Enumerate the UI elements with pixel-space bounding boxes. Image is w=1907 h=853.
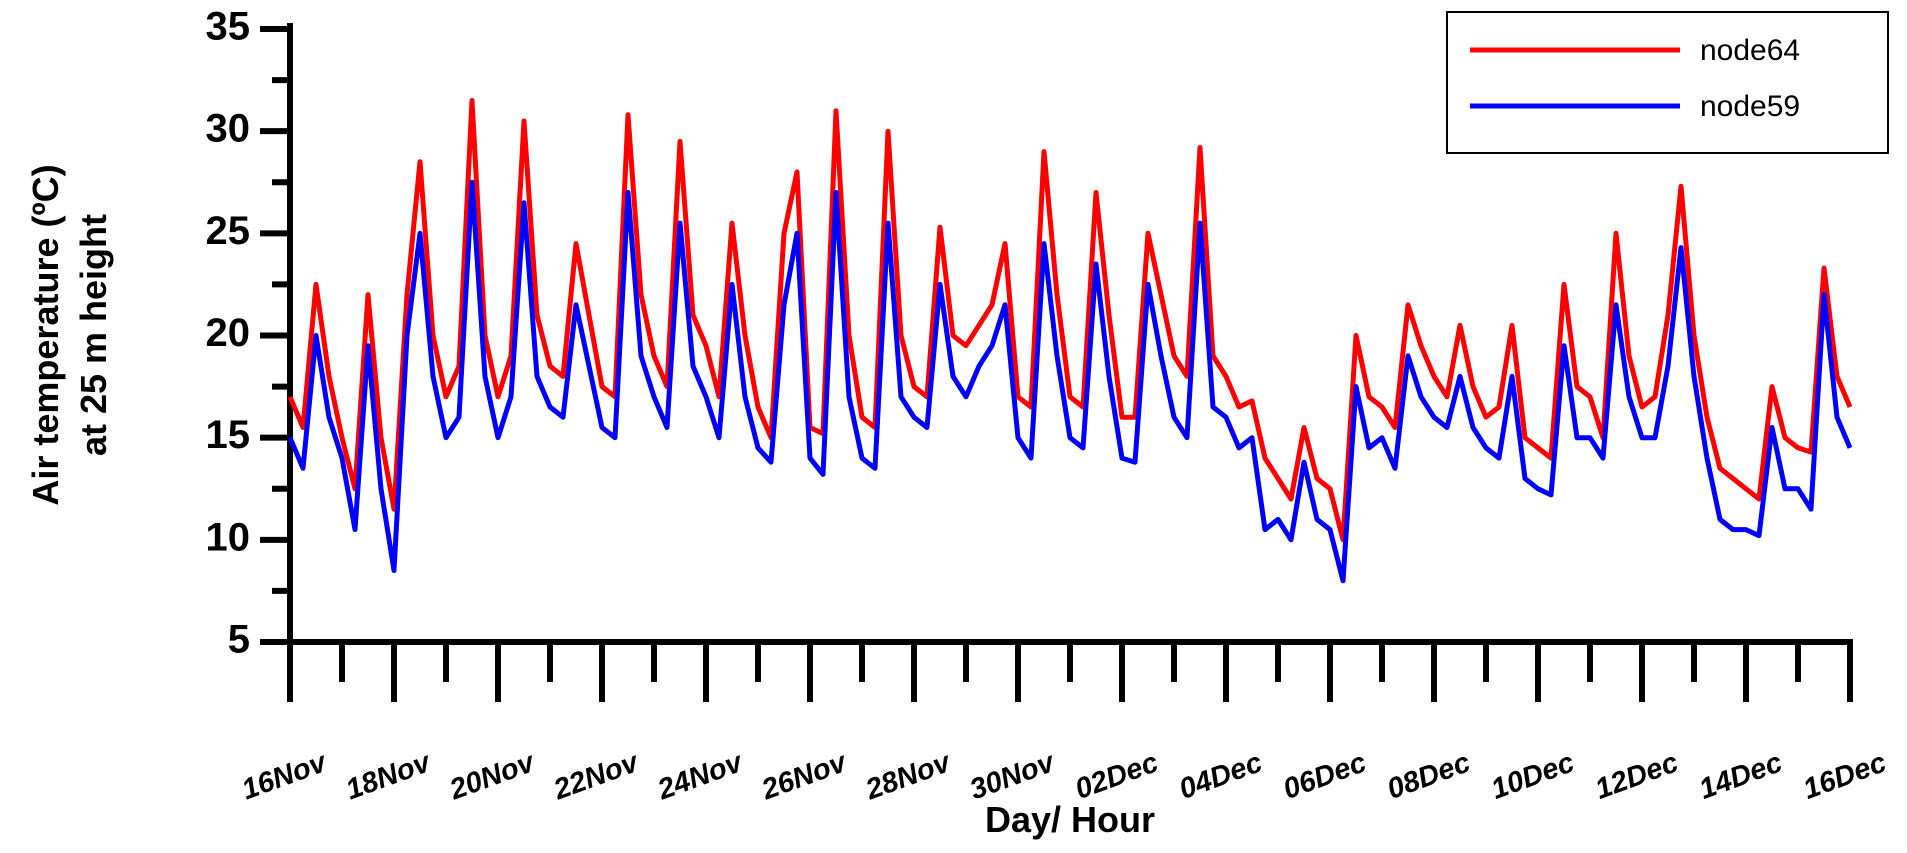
y-tick-label: 20: [206, 311, 251, 355]
legend-label: node59: [1700, 90, 1800, 123]
series-line: [287, 179, 1853, 584]
x-axis-title: Day/ Hour: [985, 799, 1155, 840]
legend-box: [1446, 11, 1889, 154]
y-tick-label: 25: [206, 209, 251, 253]
legend-label: node64: [1700, 34, 1800, 67]
x-tick-label: 08Dec: [1383, 747, 1474, 806]
x-tick-label: 26Nov: [757, 746, 852, 807]
y-axis-title: Air temperature (ºC): [25, 164, 66, 505]
x-tick-label: 22Nov: [549, 746, 644, 807]
x-tick-label: 10Dec: [1487, 747, 1578, 806]
y-tick-label: 10: [206, 515, 251, 559]
x-tick-label: 02Dec: [1071, 747, 1162, 806]
x-tick-label: 16Nov: [238, 746, 332, 806]
x-tick-label: 18Nov: [342, 746, 436, 806]
x-tick-label: 24Nov: [653, 746, 748, 807]
x-tick-label: 30Nov: [966, 746, 1060, 806]
x-tick-label: 06Dec: [1279, 747, 1370, 806]
y-tick-label: 5: [228, 618, 250, 662]
y-tick-label: 35: [206, 5, 251, 49]
x-tick-label: 12Dec: [1591, 747, 1682, 806]
y-axis-title: at 25 m height: [73, 214, 114, 456]
y-tick-label: 30: [206, 107, 251, 151]
x-tick-label: 14Dec: [1695, 747, 1786, 806]
x-tick-label: 16Dec: [1799, 747, 1890, 806]
series-line: [287, 98, 1853, 543]
x-tick-label: 04Dec: [1175, 747, 1266, 806]
x-tick-label: 20Nov: [445, 746, 540, 807]
y-tick-label: 15: [206, 413, 251, 457]
x-tick-label: 28Nov: [861, 746, 956, 807]
